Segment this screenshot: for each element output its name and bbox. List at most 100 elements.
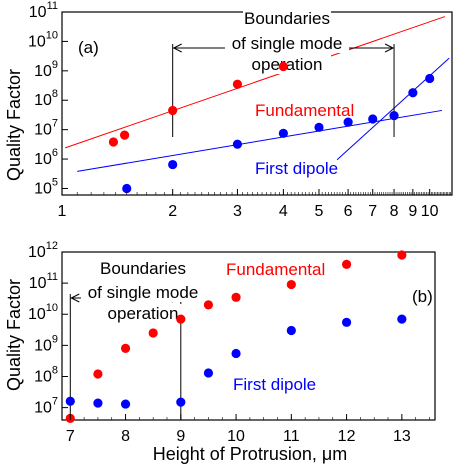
panel-a-point-first-dipole xyxy=(425,73,435,84)
panel-b-annotation-text-line2: of single mode xyxy=(88,283,199,302)
panel-a-point-first-dipole xyxy=(343,117,353,127)
panel-a-annotation-bg xyxy=(243,9,331,28)
panel-b-annotation-bg xyxy=(99,304,187,323)
panel-b-point-fundamental xyxy=(341,259,352,269)
panel-a-point-first-dipole xyxy=(314,122,324,132)
panel-b-x-tick-label: 8 xyxy=(121,428,130,445)
y-tick-base: 10 xyxy=(34,92,52,109)
panel-b-x-tick-label: 12 xyxy=(338,428,356,445)
y-tick-base: 10 xyxy=(34,151,52,168)
panel-a-point-first-dipole xyxy=(278,128,288,138)
y-tick-exponent: 7 xyxy=(52,118,58,130)
y-tick-exponent: 8 xyxy=(52,88,58,100)
panel-a-point-first-dipole xyxy=(408,88,418,98)
panel-b-annotation-bg xyxy=(81,283,205,302)
panel-a-annotation-text-line1: Boundaries xyxy=(244,9,330,28)
y-tick-base: 10 xyxy=(29,4,47,21)
panel-a-y-tick-label: 1010 xyxy=(28,29,58,50)
panel-b-x-tick-label: 7 xyxy=(66,428,75,445)
panel-a-y-tick-label: 107 xyxy=(34,118,58,139)
panel-b-annotation-text-line3: operation xyxy=(108,304,179,323)
panel-a-legend-first-dipole: First dipole xyxy=(255,159,338,178)
x-axis-label-unit: μm xyxy=(322,444,347,464)
panel-a-y-tick-label: 106 xyxy=(34,147,58,168)
panel-a-point-fundamental xyxy=(232,79,243,89)
y-tick-base: 10 xyxy=(28,33,46,50)
panel-b-legend-first-dipole: First dipole xyxy=(233,375,316,394)
panel-a-point-fundamental xyxy=(168,105,178,116)
y-tick-base: 10 xyxy=(28,244,46,261)
panel-a-legend-fundamental: Fundamental xyxy=(255,101,354,120)
panel-a-point-fundamental xyxy=(278,61,288,72)
panel-a-y-tick-label: 1011 xyxy=(29,0,58,21)
panel-b-point-first-dipole xyxy=(93,398,103,408)
y-tick-base: 10 xyxy=(34,400,52,417)
panel-b-point-first-dipole xyxy=(397,314,407,324)
panel-a-point-first-dipole xyxy=(368,114,378,124)
y-tick-exponent: 8 xyxy=(52,364,58,376)
panel-a-point-first-dipole xyxy=(232,139,243,149)
panel-b-point-first-dipole xyxy=(176,397,186,407)
panel-b-y-tick-label: 107 xyxy=(34,396,58,417)
panel-b-y-tick-label: 1012 xyxy=(28,240,58,261)
panel-a-point-first-dipole xyxy=(389,111,399,121)
panel-a-point-fundamental xyxy=(120,130,130,140)
y-tick-exponent: 10 xyxy=(46,29,58,41)
panel-b-annotation: Boundaries of single mode operation xyxy=(69,259,205,420)
y-tick-exponent: 5 xyxy=(52,176,58,188)
panel-a-x-tick-label: 5 xyxy=(315,203,324,220)
y-tick-exponent: 9 xyxy=(52,333,58,345)
panel-a-x-tick-label: 3 xyxy=(233,203,242,220)
panel-a-x-tick-label: 2 xyxy=(168,203,177,220)
panel-a-y-tick-label: 108 xyxy=(34,88,58,109)
panel-b-label: (b) xyxy=(412,287,433,306)
panel-b-x-tick-label: 9 xyxy=(176,428,185,445)
panel-b-x-tick-label: 10 xyxy=(227,428,245,445)
panel-a-x-tick-label: 1 xyxy=(58,203,67,220)
panel-b-point-first-dipole xyxy=(203,368,214,378)
y-tick-exponent: 11 xyxy=(47,271,58,283)
panel-b-y-tick-label: 109 xyxy=(34,333,58,354)
panel-b-point-fundamental xyxy=(286,279,296,290)
panel-a-fit-line xyxy=(77,109,443,172)
panel-b-x-tick-label: 13 xyxy=(393,428,411,445)
panel-b-point-first-dipole xyxy=(231,348,241,359)
panel-b-point-first-dipole xyxy=(65,396,75,406)
panel-a-label: (a) xyxy=(78,38,99,57)
panel-b-point-fundamental xyxy=(203,300,214,310)
y-tick-base: 10 xyxy=(34,122,52,139)
panel-a-x-tick-label: 6 xyxy=(344,203,353,220)
panel-a-arrowhead-right xyxy=(384,43,395,53)
y-tick-exponent: 6 xyxy=(52,147,58,159)
y-tick-exponent: 10 xyxy=(46,302,58,314)
x-axis-label-main: Height of Protrusion, xyxy=(153,444,322,464)
panel-a-fit-line xyxy=(64,16,446,149)
panel-b-point-fundamental xyxy=(120,343,131,353)
y-tick-base: 10 xyxy=(29,275,47,292)
panel-b-point-fundamental xyxy=(231,292,241,302)
y-tick-exponent: 9 xyxy=(52,59,58,71)
panel-b-point-first-dipole xyxy=(341,317,352,327)
panel-b-y-tick-label: 1011 xyxy=(29,271,58,292)
panel-b-arrowhead-left xyxy=(70,293,80,303)
panel-a-annotation-text-line2: of single mode xyxy=(232,34,343,53)
panel-a-point-first-dipole xyxy=(168,159,178,170)
panel-a-y-tick-label: 109 xyxy=(34,59,58,80)
panel-b-point-fundamental xyxy=(397,250,407,260)
panel-b-point-fundamental xyxy=(93,369,103,379)
panel-a-x-tick-label: 9 xyxy=(408,203,417,220)
y-tick-exponent: 7 xyxy=(52,396,58,408)
panel-a-x-tick-label: 4 xyxy=(279,203,288,220)
panel-b-y-axis-label: Quality Factor xyxy=(4,279,24,391)
panel-a-point-first-dipole xyxy=(122,183,132,194)
panel-b-annotation-bg xyxy=(99,259,187,278)
panel-a-x-tick-label: 10 xyxy=(421,203,439,220)
y-tick-base: 10 xyxy=(34,368,52,385)
y-tick-base: 10 xyxy=(34,63,52,80)
panel-a-y-axis-label: Quality Factor xyxy=(4,69,24,181)
y-tick-base: 10 xyxy=(28,306,46,323)
